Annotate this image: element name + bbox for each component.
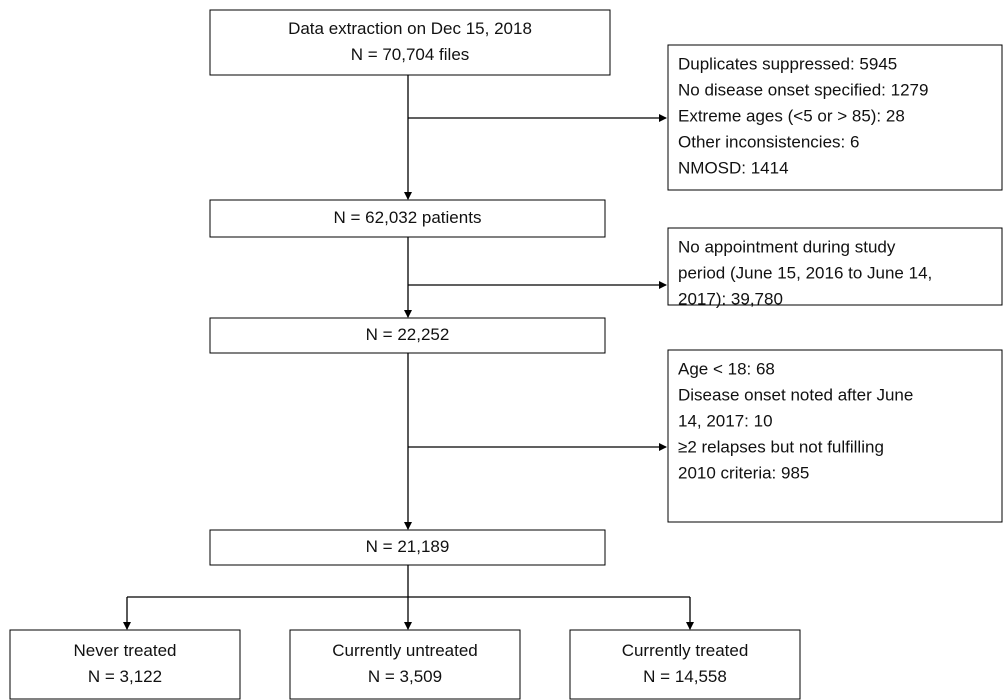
exclusions-text: ≥2 relapses but not fulfilling [678, 437, 884, 456]
exclusions-text: period (June 15, 2016 to June 14, [678, 263, 932, 282]
outcomes-box [569, 629, 801, 700]
nodes-box [209, 9, 611, 76]
nodes-text: N = 70,704 files [351, 45, 470, 64]
outcomes-text: N = 14,558 [643, 667, 727, 686]
nodes-box [209, 529, 606, 566]
exclusions-text: Extreme ages (<5 or > 85): 28 [678, 106, 905, 125]
nodes-text: N = 62,032 patients [334, 208, 482, 227]
exclusions-box [667, 227, 1003, 306]
exclusions-box [667, 44, 1003, 191]
exclusions-text: No disease onset specified: 1279 [678, 80, 928, 99]
exclusions-text: 2010 criteria: 985 [678, 463, 809, 482]
outcomes-box [9, 629, 241, 700]
exclusions-text: Disease onset noted after June [678, 385, 913, 404]
outcomes-text: N = 3,122 [88, 667, 162, 686]
exclusions-box [667, 349, 1003, 523]
outcomes-text: Currently treated [622, 641, 749, 660]
nodes-box [209, 317, 606, 354]
exclusions-text: Duplicates suppressed: 5945 [678, 54, 897, 73]
connectors [123, 75, 694, 630]
outcomes-text: Currently untreated [332, 641, 478, 660]
outcomes-text: N = 3,509 [368, 667, 442, 686]
nodes-text: Data extraction on Dec 15, 2018 [288, 19, 532, 38]
nodes-text: N = 22,252 [366, 325, 450, 344]
nodes-box [209, 199, 606, 238]
nodes-text: N = 21,189 [366, 537, 450, 556]
exclusions-text: Age < 18: 68 [678, 359, 775, 378]
exclusions-text: 2017): 39,780 [678, 289, 783, 308]
outcomes-text: Never treated [74, 641, 177, 660]
exclusions-text: 14, 2017: 10 [678, 411, 773, 430]
exclusions-text: Other inconsistencies: 6 [678, 132, 859, 151]
outcomes-box [289, 629, 521, 700]
exclusions-text: NMOSD: 1414 [678, 158, 789, 177]
exclusions-text: No appointment during study [678, 237, 896, 256]
